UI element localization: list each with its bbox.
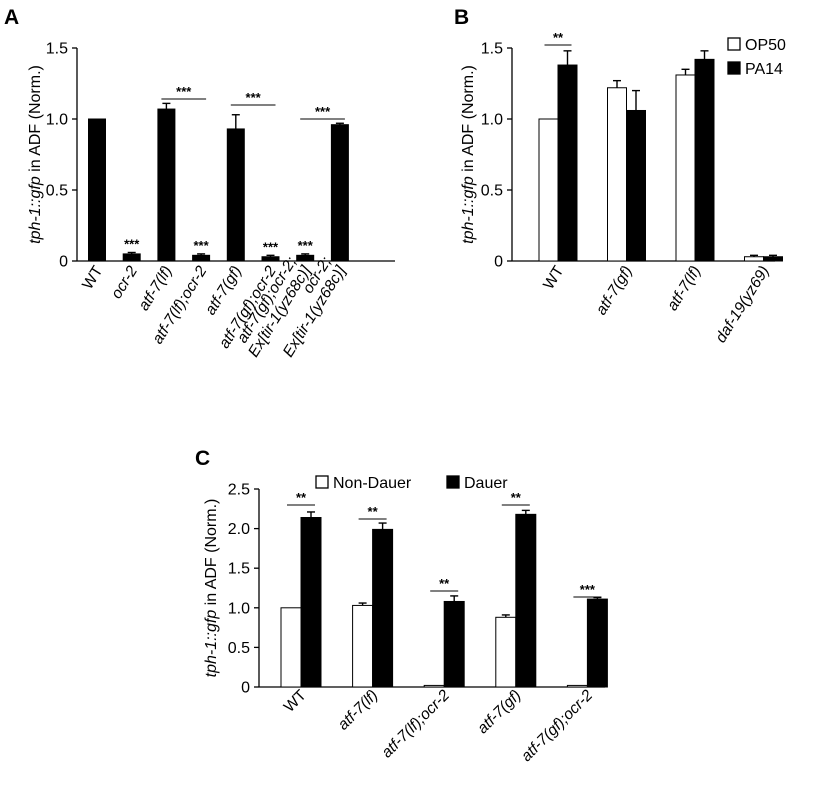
bar-dauer [300,517,322,688]
x-tick-label: atf-7(gf) [474,687,524,737]
significance-label: *** [246,90,262,105]
y-axis-label-rest: in ADF (Norm.) [203,499,220,610]
x-tick-label-line: atf-7(gf) [474,687,524,737]
x-tick-label-line: atf-7(gf);ocr-2 [518,687,596,765]
x-tick-label-line: WT [281,686,310,715]
panel-label: C [195,447,210,470]
bar-non-dauer [495,616,517,688]
legend-swatch [727,37,741,51]
x-tick-label-line: ocr-2 [108,263,141,302]
bar [157,108,176,262]
legend-label: Non-Dauer [333,475,412,492]
bar-dauer [515,513,537,688]
x-tick-label-line: atf-7(lf) [664,263,704,314]
significance-label: ** [368,504,379,519]
legend-label: PA14 [745,61,783,78]
significance-label: *** [315,104,331,119]
significance-label: ** [511,490,522,505]
bar [122,253,141,262]
y-axis-label: tph-1::gfp in ADF (Norm.) [460,65,477,244]
x-tick-label: atf-7(lf) [664,263,704,314]
significance-label: *** [298,238,314,253]
y-tick-label: 0.5 [46,183,68,200]
significance-label: ** [439,576,450,591]
legend-label: OP50 [745,37,786,54]
bar-pa14 [763,256,783,262]
x-tick-label-line: atf-7(gf) [593,263,636,318]
legend-swatch [727,61,741,75]
x-tick-label: WT [79,263,106,293]
panel-label: A [4,6,19,29]
bar [88,118,106,262]
bar [261,256,280,262]
y-tick-label: 1.5 [228,561,250,578]
bar-op50 [675,74,696,262]
y-tick-label: 2.0 [228,521,250,538]
bar-non-dauer [566,684,588,688]
y-tick-label: 2.5 [228,482,250,499]
y-tick-label: 1.0 [228,600,250,617]
bar-op50 [607,87,627,262]
y-tick-label: 0.5 [228,640,250,657]
y-tick-label: 0 [494,254,503,271]
y-tick-label: 1.5 [46,41,68,58]
x-tick-label: WT [540,263,567,293]
bar-op50 [744,256,764,262]
bar-non-dauer [352,604,374,688]
x-tick-label: atf-7(gf);ocr-2 [518,687,596,765]
significance-label: *** [263,239,279,254]
y-axis-label-italic: tph-1::gfp [203,610,220,678]
x-tick-label: WT [281,686,310,715]
y-tick-label: 0 [241,680,250,697]
significance-label: *** [176,84,192,99]
bar [330,124,349,262]
y-tick-label: 0.5 [481,183,503,200]
y-tick-label: 1.5 [481,41,503,58]
x-tick-label: daf-19(yz69) [712,263,773,346]
y-axis-label-italic: tph-1::gfp [27,176,44,244]
x-tick-label-line: daf-19(yz69) [712,263,773,346]
panel-label: B [454,6,469,29]
bar-op50 [538,118,559,262]
bar-pa14 [557,64,578,262]
y-axis-label: tph-1::gfp in ADF (Norm.) [27,65,44,244]
y-axis-label: tph-1::gfp in ADF (Norm.) [203,499,220,678]
significance-label: ** [553,30,564,45]
bar-dauer [372,528,394,688]
x-tick-label-line: WT [540,263,567,293]
bar-dauer [443,600,465,688]
bar-pa14 [694,58,715,262]
bar-non-dauer [280,607,302,688]
legend-swatch [315,475,329,489]
y-tick-label: 0 [59,254,68,271]
x-tick-label-line: atf-7(lf) [335,687,382,734]
x-tick-label: atf-7(lf);ocr-2 [378,687,453,762]
significance-label: *** [580,582,596,597]
legend-label: Dauer [464,475,508,492]
significance-label: *** [124,236,140,251]
y-tick-label: 1.0 [481,112,503,129]
bar [226,128,245,262]
bar-pa14 [626,109,646,262]
significance-label: *** [194,238,210,253]
bar [296,254,315,262]
x-tick-label-line: atf-7(lf);ocr-2 [378,687,453,762]
x-tick-label: atf-7(lf) [335,687,382,734]
bar-non-dauer [423,684,445,688]
x-tick-label: atf-7(gf) [593,263,636,318]
y-axis-label-rest: in ADF (Norm.) [27,65,44,176]
significance-label: ** [296,490,307,505]
x-tick-label-line: WT [79,263,106,293]
legend-swatch [446,475,460,489]
y-axis-label-rest: in ADF (Norm.) [460,65,477,176]
bar-dauer [586,598,608,688]
bar [192,254,211,262]
x-tick-label: ocr-2 [108,263,141,302]
y-axis-label-italic: tph-1::gfp [460,176,477,244]
y-tick-label: 1.0 [46,112,68,129]
